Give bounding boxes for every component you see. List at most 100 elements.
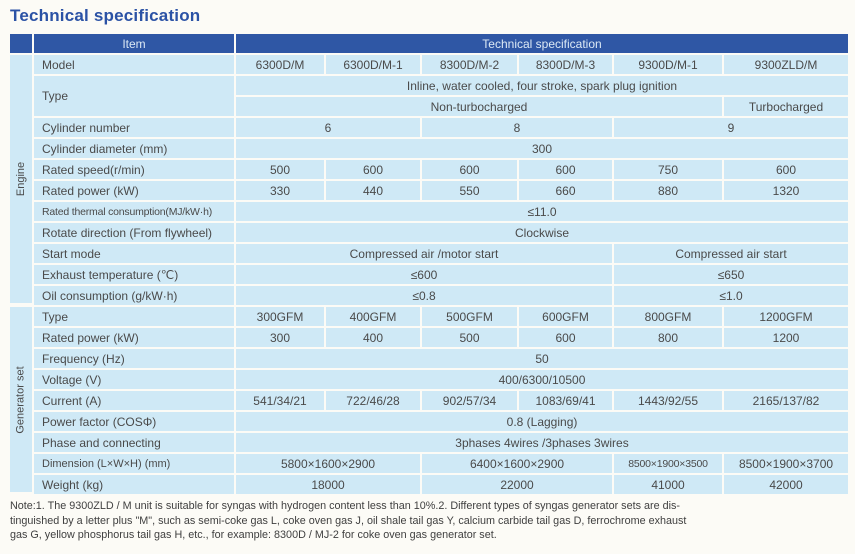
cell-value: 722/46/28 [326,391,420,410]
cell-value: Inline, water cooled, four stroke, spark… [236,76,848,95]
cell-value: 1443/92/55 [614,391,722,410]
row-model: Model 6300D/M 6300D/M-1 8300D/M-2 8300D/… [34,55,848,74]
cell-value: 541/34/21 [236,391,324,410]
row-power-factor: Power factor (COSΦ) 0.8 (Lagging) [34,412,848,431]
cell-value: 1200 [724,328,848,347]
row-engine-type: Type Inline, water cooled, four stroke, … [34,76,848,116]
row-cylinder-diameter: Cylinder diameter (mm) 300 [34,139,848,158]
cell-value: Compressed air start [614,244,848,263]
row-rated-speed: Rated speed(r/min) 500 600 600 600 750 6… [34,160,848,179]
row-frequency: Frequency (Hz) 50 [34,349,848,368]
page-title: Technical specification [10,6,201,25]
engine-section-label: Engine [15,161,28,197]
header-item-cell: Item [34,34,234,53]
cell-value: 41000 [614,475,722,494]
row-current: Current (A) 541/34/21 722/46/28 902/57/3… [34,391,848,410]
cell-value: Turbocharged [724,97,848,116]
cell-value: 8 [422,118,612,137]
cell-value: 6300D/M [236,55,324,74]
row-label: Rated thermal consumption(MJ/kW·h) [34,202,234,221]
footnote: Note:1. The 9300ZLD / M unit is suitable… [10,499,848,543]
row-label: Type [34,307,234,326]
cell-value: 400GFM [326,307,420,326]
cell-value: 6 [236,118,420,137]
cell-value: 22000 [422,475,612,494]
row-exhaust-temperature: Exhaust temperature (℃) ≤600 ≤650 [34,265,848,284]
cell-value: 9300D/M-1 [614,55,722,74]
cell-value: 300 [236,139,848,158]
row-label: Rated power (kW) [34,328,234,347]
cell-value: 400/6300/10500 [236,370,848,389]
cell-value: 330 [236,181,324,200]
cell-value: 2165/137/82 [724,391,848,410]
generator-section: Generator set Type 300GFM 400GFM 500GFM … [10,307,848,494]
cell-value: ≤600 [236,265,612,284]
row-label: Dimension (L×W×H) (mm) [34,454,234,473]
cell-value: 0.8 (Lagging) [236,412,848,431]
row-label: Rated power (kW) [34,181,234,200]
cell-value: 600 [422,160,517,179]
cell-value: 8500×1900×3700 [724,454,848,473]
row-phase: Phase and connecting 3phases 4wires /3ph… [34,433,848,452]
row-label: Model [34,55,234,74]
spec-table: Item Technical specification Engine Mode… [10,34,848,494]
cell-value: 9300ZLD/M [724,55,848,74]
cell-value: 50 [236,349,848,368]
row-label: Start mode [34,244,234,263]
cell-value: 800GFM [614,307,722,326]
cell-value: 1200GFM [724,307,848,326]
row-label: Exhaust temperature (℃) [34,265,234,284]
cell-value: ≤11.0 [236,202,848,221]
cell-value: 8300D/M-3 [519,55,612,74]
cell-value: 400 [326,328,420,347]
row-label: Rated speed(r/min) [34,160,234,179]
cell-value: 42000 [724,475,848,494]
type-subrow-description: Inline, water cooled, four stroke, spark… [236,76,848,95]
cell-value: 5800×1600×2900 [236,454,420,473]
row-label: Voltage (V) [34,370,234,389]
note-line: tinguished by a letter plus "M", such as… [10,514,687,527]
cell-value: 300GFM [236,307,324,326]
cell-value: 902/57/34 [422,391,517,410]
cell-value: 500 [236,160,324,179]
row-genset-rated-power: Rated power (kW) 300 400 500 600 800 120… [34,328,848,347]
cell-value: 750 [614,160,722,179]
row-label: Current (A) [34,391,234,410]
cell-value: 600 [724,160,848,179]
row-label: Frequency (Hz) [34,349,234,368]
note-line: Note:1. The 9300ZLD / M unit is suitable… [10,500,680,512]
row-dimension: Dimension (L×W×H) (mm) 5800×1600×2900 64… [34,454,848,473]
cell-value: 6400×1600×2900 [422,454,612,473]
row-weight: Weight (kg) 18000 22000 41000 42000 [34,475,848,494]
row-thermal-consumption: Rated thermal consumption(MJ/kW·h) ≤11.0 [34,202,848,221]
table-header-row: Item Technical specification [10,34,848,53]
row-rotate-direction: Rotate direction (From flywheel) Clockwi… [34,223,848,242]
cell-value: 600 [326,160,420,179]
row-label: Cylinder diameter (mm) [34,139,234,158]
engine-section-stub: Engine [10,55,32,303]
cell-value: 660 [519,181,612,200]
cell-value: 1083/69/41 [519,391,612,410]
type-subrow-charging: Non-turbocharged Turbocharged [236,97,848,116]
row-genset-type: Type 300GFM 400GFM 500GFM 600GFM 800GFM … [34,307,848,326]
row-voltage: Voltage (V) 400/6300/10500 [34,370,848,389]
row-label: Cylinder number [34,118,234,137]
row-label: Weight (kg) [34,475,234,494]
cell-value: 880 [614,181,722,200]
row-start-mode: Start mode Compressed air /motor start C… [34,244,848,263]
cell-value: Non-turbocharged [236,97,722,116]
cell-value: 9 [614,118,848,137]
cell-value: 550 [422,181,517,200]
note-line: gas G, yellow phosphorus tail gas H, etc… [10,529,497,542]
row-oil-consumption: Oil consumption (g/kW·h) ≤0.8 ≤1.0 [34,286,848,305]
cell-value: 8500×1900×3500 [614,454,722,473]
cell-value: 8300D/M-2 [422,55,517,74]
cell-value: 500 [422,328,517,347]
header-stub-cell [10,34,32,53]
generator-section-label: Generator set [15,365,28,434]
row-engine-rated-power: Rated power (kW) 330 440 550 660 880 132… [34,181,848,200]
row-label: Oil consumption (g/kW·h) [34,286,234,305]
row-label: Power factor (COSΦ) [34,412,234,431]
cell-value: 800 [614,328,722,347]
